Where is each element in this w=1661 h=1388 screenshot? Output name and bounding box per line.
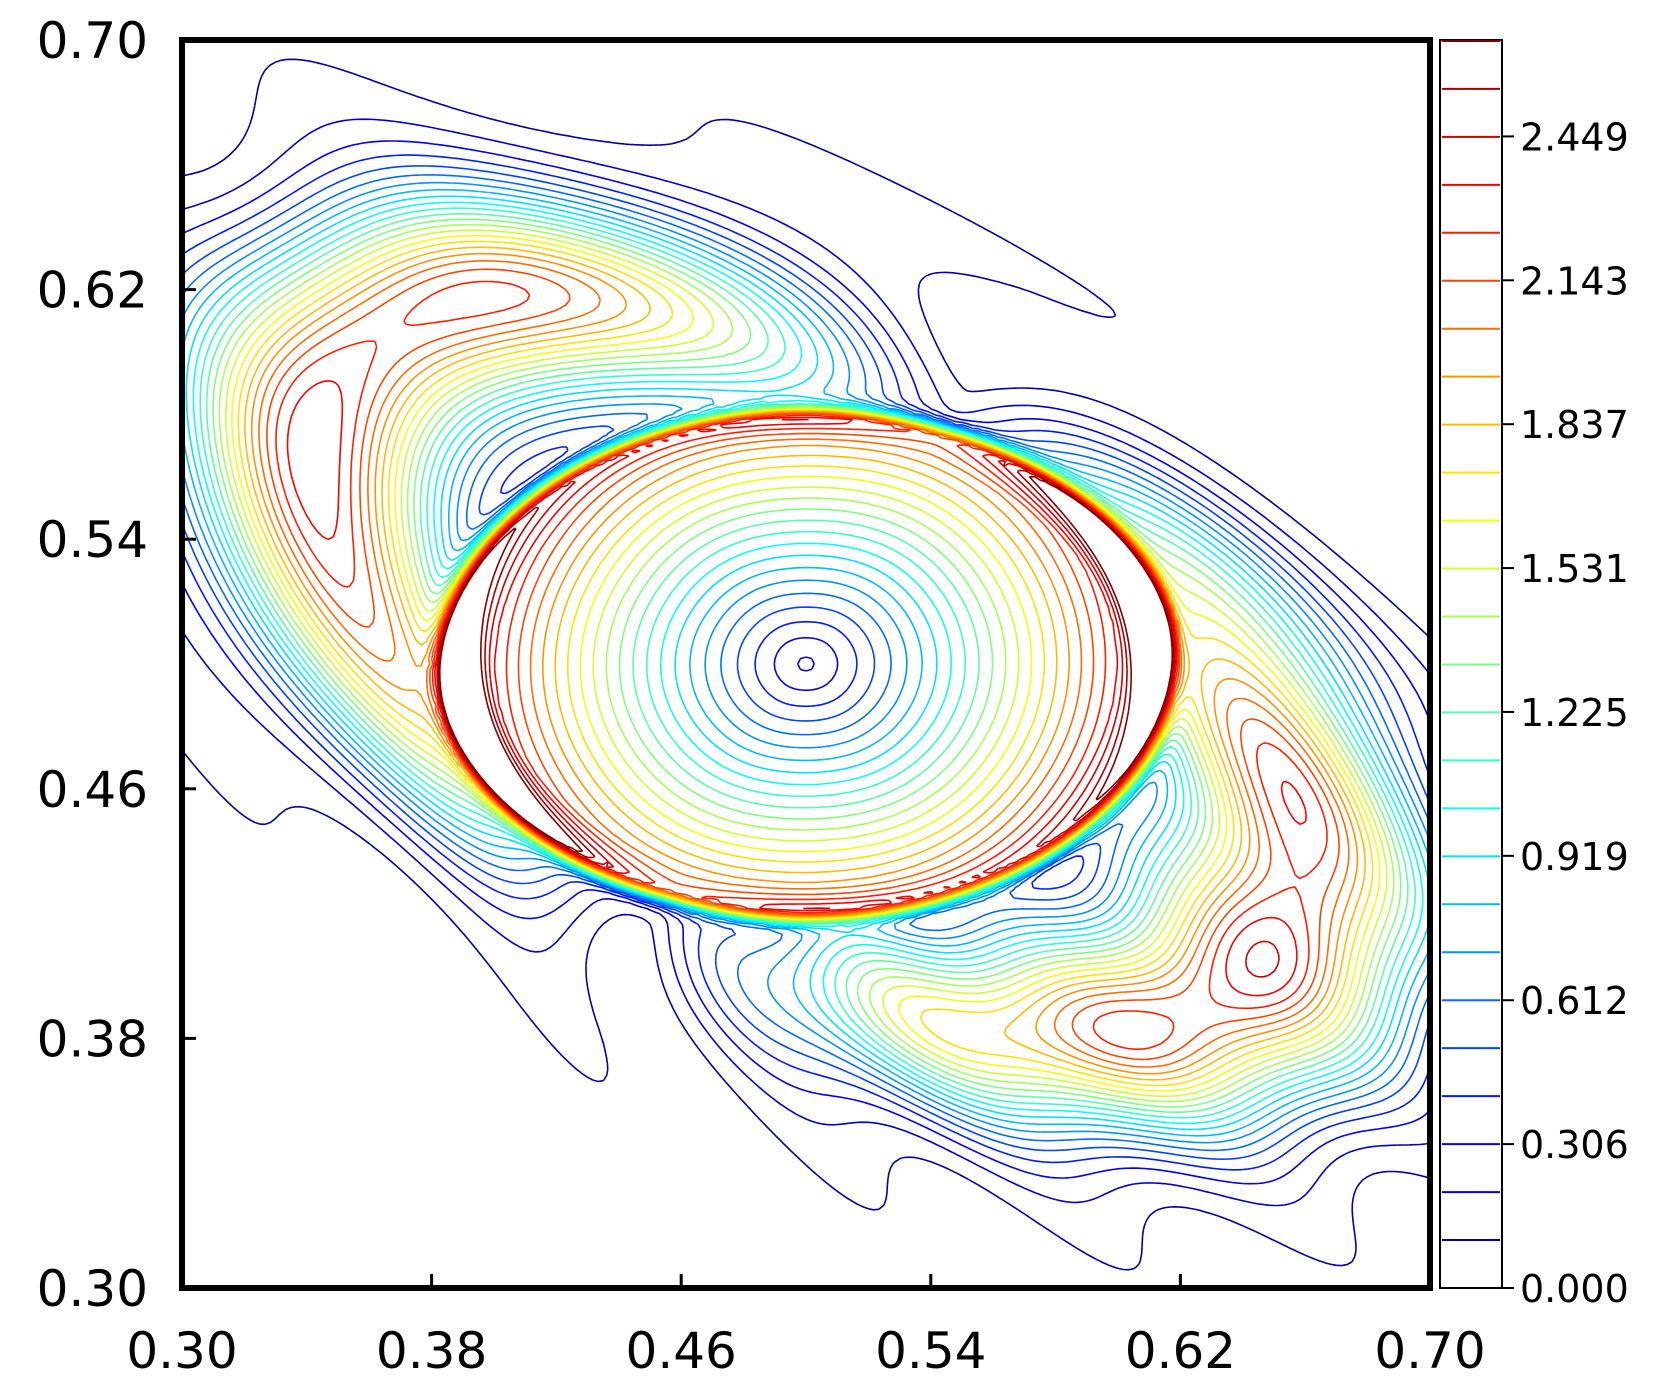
colorbar-tick-label: 0.612 (1520, 979, 1629, 1023)
y-tick-label: 0.54 (37, 511, 148, 569)
contour-level-9 (192, 201, 1424, 1125)
contour-level-19 (258, 260, 1350, 1068)
x-tick-label: 0.70 (1374, 1322, 1485, 1380)
contour-level-2 (182, 140, 1430, 1185)
x-tick-label: 0.30 (126, 1322, 237, 1380)
colorbar-tick-label: 1.837 (1520, 403, 1629, 447)
contour-level-8 (185, 195, 1430, 1131)
contour-level-13 (218, 223, 1395, 1103)
y-tick-label: 0.38 (37, 1010, 148, 1068)
contour-level-25 (439, 475, 1173, 853)
x-tick-label: 0.38 (376, 1322, 487, 1380)
colorbar-tick-label: 2.449 (1520, 115, 1629, 159)
y-tick-label: 0.46 (37, 761, 148, 819)
contour-level-23 (436, 418, 1280, 978)
plot-frame (179, 37, 1433, 1291)
x-tick-label: 0.46 (626, 1322, 737, 1380)
contour-level-20 (266, 268, 1340, 1061)
colorbar-tick-label: 0.306 (1520, 1123, 1629, 1167)
colorbar-tick-label: 1.531 (1520, 547, 1629, 591)
contour-level-10 (199, 207, 1416, 1119)
contour-level-17 (244, 246, 1366, 1081)
y-tick-label: 0.30 (37, 1260, 148, 1318)
colorbar-tick-label: 1.225 (1520, 691, 1629, 735)
colorbar: 0.000 0.306 0.612 0.919 1.225 1.531 1.837 2.143… (1439, 39, 1629, 1311)
contour-level-15 (231, 234, 1381, 1092)
contour-level-4 (182, 165, 1430, 1160)
y-tick-label: 0.62 (37, 262, 148, 320)
contour-level-18 (250, 252, 1359, 1075)
contour-level-5 (182, 174, 1430, 1152)
contour-level-21 (275, 280, 1328, 1050)
contour-level-11 (205, 213, 1409, 1113)
contour-level-24 (437, 469, 1175, 859)
contour-level-3 (182, 154, 1430, 1171)
colorbar-tick-label: 0.000 (1520, 1267, 1629, 1311)
y-tick-label: 0.70 (37, 12, 148, 70)
contour-level-6 (182, 181, 1430, 1144)
contour-level-14 (224, 229, 1388, 1098)
x-tick-label: 0.54 (875, 1322, 986, 1380)
contour-level-0 (182, 58, 1430, 1271)
contour-lines (182, 58, 1430, 1271)
contour-level-1 (182, 118, 1430, 1207)
contour-level-16 (237, 240, 1374, 1087)
x-tick-label: 0.62 (1125, 1322, 1236, 1380)
colorbar-tick-label: 2.143 (1520, 259, 1629, 303)
colorbar-tick-label: 0.919 (1520, 835, 1629, 879)
y-axis: 0.30 0.38 0.46 0.54 0.62 0.70 (37, 12, 196, 1318)
x-axis: 0.30 0.38 0.46 0.54 0.62 0.70 (126, 1274, 1486, 1380)
contour-level-22 (286, 380, 1307, 997)
contour-level-7 (182, 189, 1430, 1137)
